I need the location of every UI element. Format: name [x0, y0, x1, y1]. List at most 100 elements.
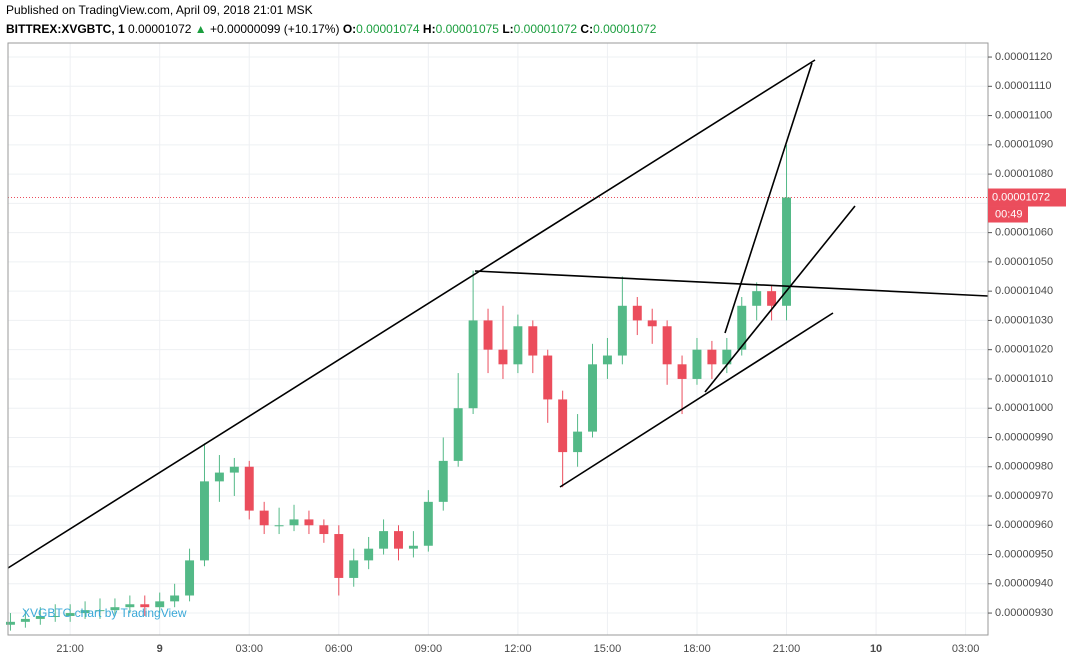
candle-body — [662, 326, 672, 365]
candle-body — [767, 291, 777, 306]
candle-body — [513, 326, 523, 365]
y-tick-label: 0.00001020 — [995, 344, 1053, 356]
candle-body — [214, 472, 224, 482]
trend-line — [724, 62, 813, 334]
y-tick-label: 0.00001080 — [995, 168, 1053, 180]
price-label-box — [988, 188, 1066, 207]
o-label: O: — [342, 22, 357, 36]
y-tick-label: 0.00001050 — [995, 256, 1053, 268]
y-tick-label: 0.00000930 — [995, 607, 1053, 619]
candle-body — [647, 320, 657, 327]
price-label: 0.00001072 — [992, 191, 1050, 203]
plot-frame — [7, 42, 989, 636]
candle-body — [274, 525, 284, 527]
x-tick-label: 06:00 — [325, 643, 353, 655]
candle-body — [692, 349, 702, 379]
h-value: 0.00001075 — [435, 22, 499, 36]
candle-body — [35, 615, 45, 619]
candle-body — [737, 305, 747, 350]
l-label: L: — [502, 22, 514, 36]
candle-body — [408, 545, 418, 549]
candle-body — [319, 525, 329, 535]
candle-body — [438, 460, 448, 502]
l-value: 0.00001072 — [513, 22, 578, 36]
x-tick-label: 21:00 — [56, 643, 84, 655]
candle-body — [588, 364, 597, 432]
y-tick-label: 0.00000940 — [995, 578, 1053, 590]
x-tick-label: 12:00 — [504, 643, 532, 655]
c-label: C: — [580, 22, 594, 36]
y-tick-label: 0.00001060 — [995, 227, 1053, 239]
x-tick-label: 03:00 — [235, 643, 263, 655]
candle-body — [125, 604, 135, 608]
candle-body — [155, 601, 165, 608]
y-tick-label: 0.00000950 — [995, 548, 1053, 560]
grid — [8, 43, 988, 635]
candle-body — [453, 408, 463, 461]
change: +0.00000099 (+10.17%) — [210, 22, 340, 36]
candle-body — [110, 607, 120, 611]
candle-body — [602, 355, 612, 365]
y-tick-label: 0.00001010 — [995, 373, 1053, 385]
candle-body — [95, 610, 105, 612]
y-tick-label: 0.00001030 — [995, 314, 1053, 326]
y-tick-label: 0.00001090 — [995, 139, 1053, 151]
candle-body — [617, 305, 627, 356]
x-tick-label: 10 — [870, 643, 882, 655]
y-tick-label: 0.00000990 — [995, 431, 1053, 443]
y-tick-label: 0.00001110 — [995, 80, 1051, 92]
x-tick-label: 21:00 — [773, 643, 801, 655]
trend-line — [474, 270, 989, 297]
candles — [5, 144, 791, 631]
candle-body — [140, 604, 150, 608]
candle-body — [394, 531, 403, 549]
price: 0.00001072 — [128, 22, 192, 36]
x-tick-label: 09:00 — [415, 643, 443, 655]
candle-body — [200, 481, 209, 561]
symbol: BITTREX:XVGBTC, 1 — [6, 22, 125, 36]
price-axis: 0.00000930 0.00000940 0.00000950 0.00000960… — [56, 51, 1066, 655]
y-tick-label: 0.00001040 — [995, 285, 1053, 297]
y-tick-label: 0.00001100 — [995, 109, 1052, 121]
candle-body — [289, 519, 299, 526]
candle-body — [80, 610, 90, 614]
trend-lines — [7, 59, 989, 569]
candle-body — [468, 320, 478, 409]
candle-body — [752, 291, 762, 306]
candle-body — [229, 466, 239, 473]
c-value: 0.00001072 — [593, 22, 657, 36]
o-value: 0.00001074 — [356, 22, 420, 36]
candle-body — [677, 364, 687, 379]
candle-body — [722, 349, 732, 365]
x-tick-label: 18:00 — [683, 643, 711, 655]
candle-body — [498, 349, 508, 365]
candle-body — [65, 613, 75, 616]
y-tick-label: 0.00000970 — [995, 490, 1053, 502]
y-tick-label: 0.00000980 — [995, 461, 1053, 473]
h-label: H: — [422, 22, 436, 36]
candle-body — [334, 534, 344, 578]
candle-body — [573, 431, 583, 453]
candle-body — [707, 349, 717, 365]
published-line: Published on TradingView.com, April 09, … — [6, 3, 313, 17]
candle-body — [558, 399, 568, 453]
candle-body — [349, 560, 359, 578]
y-tick-label: 0.00001120 — [995, 51, 1052, 63]
candle-body — [782, 197, 791, 306]
candle-body — [170, 595, 180, 602]
y-tick-label: 0.00001000 — [995, 402, 1053, 414]
candle-body — [259, 510, 269, 526]
candle-body — [632, 305, 642, 321]
trend-line — [559, 312, 834, 488]
watermark: XVGBTC chart by TradingView — [22, 606, 187, 620]
candle-body — [423, 501, 433, 546]
ohlc-line: BITTREX:XVGBTC, 1 0.00001072 ▲ +0.000000… — [6, 22, 656, 36]
countdown-box — [988, 206, 1028, 223]
y-tick-label: 0.00000960 — [995, 519, 1053, 531]
candle-body — [304, 519, 314, 526]
x-tick-label: 9 — [157, 643, 163, 655]
trend-line — [7, 59, 816, 569]
trend-line — [704, 205, 856, 393]
